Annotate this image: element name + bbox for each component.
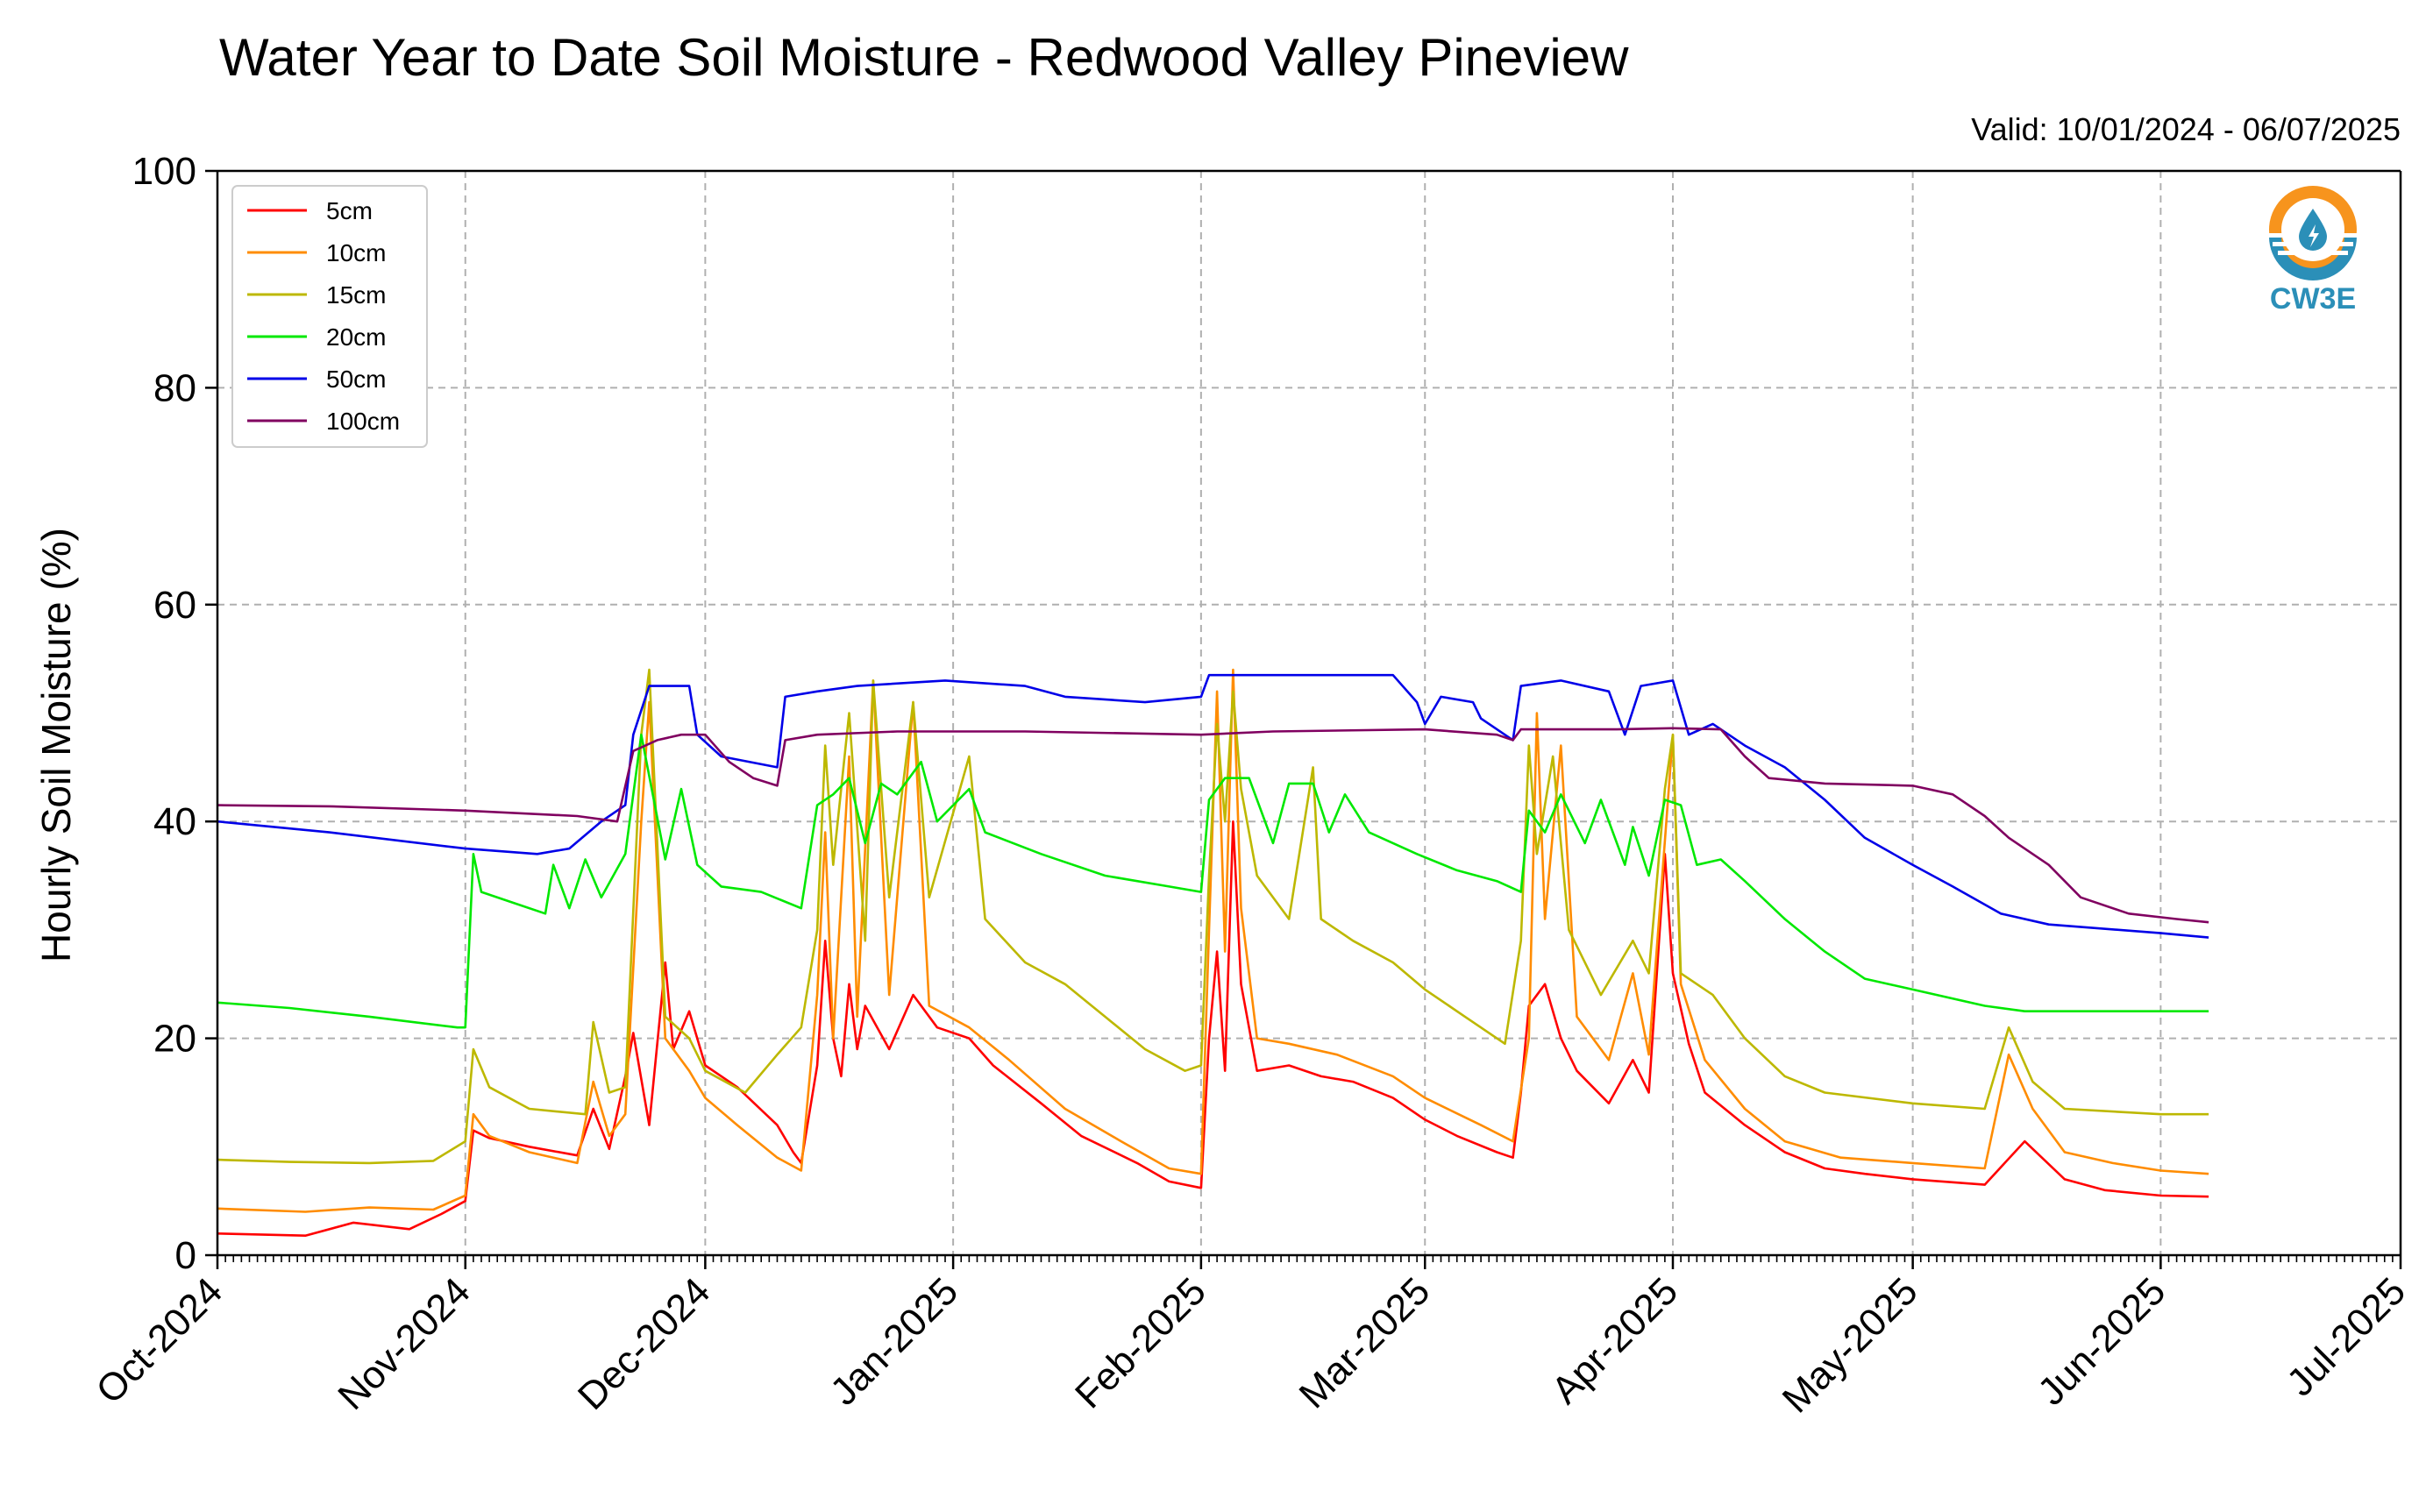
y-tick-label: 0 <box>175 1234 196 1277</box>
x-tick-label: Mar-2025 <box>1291 1269 1439 1416</box>
y-tick-label: 60 <box>153 584 196 627</box>
chart-title: Water Year to Date Soil Moisture - Redwo… <box>219 28 1629 87</box>
x-tick-label: May-2025 <box>1775 1269 1926 1421</box>
series-line-5cm <box>217 820 2209 1237</box>
x-tick-label: Apr-2025 <box>1543 1269 1686 1412</box>
legend-label: 15cm <box>326 281 386 309</box>
series-line-20cm <box>217 733 2209 1029</box>
x-tick-label: Jun-2025 <box>2030 1269 2173 1413</box>
legend-label: 5cm <box>326 197 373 224</box>
y-axis-label: Hourly Soil Moisture (%) <box>33 528 79 962</box>
legend: 5cm 10cm 15cm 20cm 50cm 100cm <box>231 185 428 448</box>
legend-label: 20cm <box>326 323 386 351</box>
legend-label: 100cm <box>326 408 400 435</box>
water-drop-logo-icon <box>2269 186 2357 280</box>
cw3e-logo: CW3E <box>2269 186 2357 316</box>
y-tick-label: 80 <box>153 366 196 409</box>
x-tick-label: Jan-2025 <box>822 1269 966 1413</box>
legend-label: 50cm <box>326 366 386 393</box>
x-tick-label: Nov-2024 <box>330 1269 479 1418</box>
series-line-50cm <box>217 673 2209 939</box>
y-tick-label: 100 <box>132 150 196 193</box>
series-line-10cm <box>217 668 2209 1213</box>
legend-label: 10cm <box>326 239 386 266</box>
series-lines <box>217 668 2209 1237</box>
x-tick-label: Jul-2025 <box>2279 1269 2414 1404</box>
x-tick-label: Dec-2024 <box>570 1269 719 1418</box>
series-line-15cm <box>217 668 2209 1165</box>
valid-date-range: Valid: 10/01/2024 - 06/07/2025 <box>1971 111 2401 147</box>
axes <box>205 169 2402 1269</box>
x-tick-labels: Oct-2024 Nov-2024 Dec-2024 Jan-2025 Feb-2025… <box>88 1269 2414 1421</box>
x-tick-label: Feb-2025 <box>1067 1269 1214 1416</box>
logo-text: CW3E <box>2270 282 2356 316</box>
grid-lines <box>217 170 2401 1256</box>
y-tick-label: 20 <box>153 1018 196 1061</box>
y-tick-label: 40 <box>153 800 196 843</box>
y-tick-labels: 0 20 40 60 80 100 <box>132 150 196 1277</box>
x-tick-label: Oct-2024 <box>88 1269 231 1412</box>
series-line-100cm <box>217 727 2209 924</box>
